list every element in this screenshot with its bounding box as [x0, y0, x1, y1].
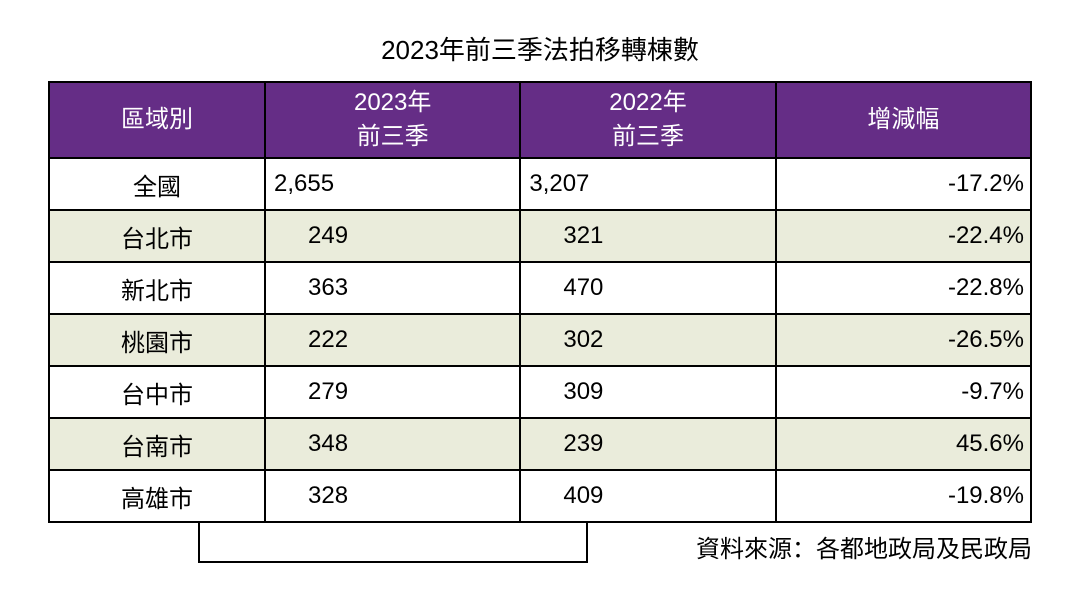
cell-region: 高雄市: [49, 470, 265, 522]
cell-2022: 470: [520, 262, 775, 314]
table-row: 台北市249321-22.4%: [49, 210, 1031, 262]
cell-2022: 3,207: [520, 158, 775, 210]
cell-region: 台北市: [49, 210, 265, 262]
cell-region: 新北市: [49, 262, 265, 314]
cell-2023: 222: [265, 314, 520, 366]
col-header-2022: 2022年前三季: [520, 82, 775, 158]
source-text: 資料來源：各都地政局及民政局: [696, 529, 1032, 564]
cell-2023: 279: [265, 366, 520, 418]
cell-change: -9.7%: [776, 366, 1031, 418]
cell-region: 全國: [49, 158, 265, 210]
table-row: 台南市34823945.6%: [49, 418, 1031, 470]
cell-region: 台中市: [49, 366, 265, 418]
header-row: 區域別 2023年前三季 2022年前三季 增減幅: [49, 82, 1031, 158]
cell-change: -17.2%: [776, 158, 1031, 210]
cell-2022: 302: [520, 314, 775, 366]
table-row: 桃園市222302-26.5%: [49, 314, 1031, 366]
page-wrap: 2023年前三季法拍移轉棟數 區域別 2023年前三季 2022年前三季 增減幅…: [0, 0, 1080, 523]
cell-2022: 309: [520, 366, 775, 418]
table-row: 高雄市328409-19.8%: [49, 470, 1031, 522]
col-header-change: 增減幅: [776, 82, 1031, 158]
cell-2023: 363: [265, 262, 520, 314]
table-row: 新北市363470-22.8%: [49, 262, 1031, 314]
cell-2022: 409: [520, 470, 775, 522]
cell-2023: 249: [265, 210, 520, 262]
col-header-region: 區域別: [49, 82, 265, 158]
empty-footer-box: [198, 523, 588, 563]
page-title: 2023年前三季法拍移轉棟數: [48, 30, 1032, 67]
cell-change: -22.4%: [776, 210, 1031, 262]
cell-2023: 328: [265, 470, 520, 522]
cell-change: -26.5%: [776, 314, 1031, 366]
cell-2023: 2,655: [265, 158, 520, 210]
table-row: 全國2,6553,207-17.2%: [49, 158, 1031, 210]
cell-region: 桃園市: [49, 314, 265, 366]
cell-2023: 348: [265, 418, 520, 470]
cell-change: 45.6%: [776, 418, 1031, 470]
cell-2022: 239: [520, 418, 775, 470]
table-row: 台中市279309-9.7%: [49, 366, 1031, 418]
table-body: 全國2,6553,207-17.2%台北市249321-22.4%新北市3634…: [49, 158, 1031, 522]
data-table: 區域別 2023年前三季 2022年前三季 增減幅 全國2,6553,207-1…: [48, 81, 1032, 523]
cell-change: -19.8%: [776, 470, 1031, 522]
col-header-2023: 2023年前三季: [265, 82, 520, 158]
cell-2022: 321: [520, 210, 775, 262]
cell-change: -22.8%: [776, 262, 1031, 314]
cell-region: 台南市: [49, 418, 265, 470]
